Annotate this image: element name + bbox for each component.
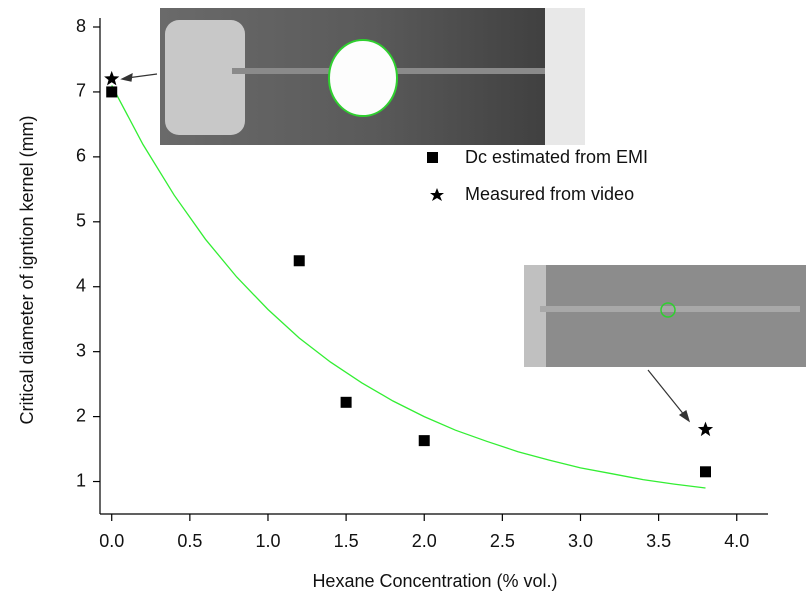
y-tick-label: 6 — [76, 146, 86, 166]
point-square — [699, 466, 711, 478]
legend-label: Dc estimated from EMI — [465, 147, 648, 167]
point-square — [340, 396, 352, 408]
y-tick-label: 8 — [76, 16, 86, 36]
y-tick-label: 7 — [76, 81, 86, 101]
x-tick-label: 2.5 — [490, 531, 515, 551]
y-tick-label: 5 — [76, 211, 86, 231]
y-tick-label: 4 — [76, 275, 86, 295]
point-square — [106, 86, 118, 98]
y-tick-label: 1 — [76, 470, 86, 490]
point-star — [697, 421, 714, 437]
legend-marker-square — [427, 152, 438, 163]
legend-marker-star — [430, 188, 444, 201]
x-tick-label: 3.5 — [646, 531, 671, 551]
x-tick-label: 2.0 — [412, 531, 437, 551]
point-star — [104, 70, 120, 86]
point-square — [293, 255, 305, 267]
x-axis-label: Hexane Concentration (% vol.) — [312, 571, 557, 591]
fit-line — [111, 85, 706, 489]
y-tick-label: 3 — [76, 340, 86, 360]
x-tick-label: 3.0 — [568, 531, 593, 551]
x-tick-label: 1.5 — [334, 531, 359, 551]
arrows — [120, 72, 691, 423]
x-tick-label: 1.0 — [255, 531, 280, 551]
inset-photo-small — [524, 265, 806, 367]
x-tick-label: 4.0 — [724, 531, 749, 551]
y-tick-label: 2 — [76, 405, 86, 425]
inset-photo-large — [160, 8, 585, 145]
x-tick-label: 0.5 — [177, 531, 202, 551]
point-square — [418, 435, 430, 447]
x-tick-label: 0.0 — [99, 531, 124, 551]
legend: Dc estimated from EMI Measured from vide… — [427, 147, 648, 204]
y-axis-label: Critical diameter of igntion kernel (mm) — [17, 115, 37, 424]
legend-label: Measured from video — [465, 184, 634, 204]
